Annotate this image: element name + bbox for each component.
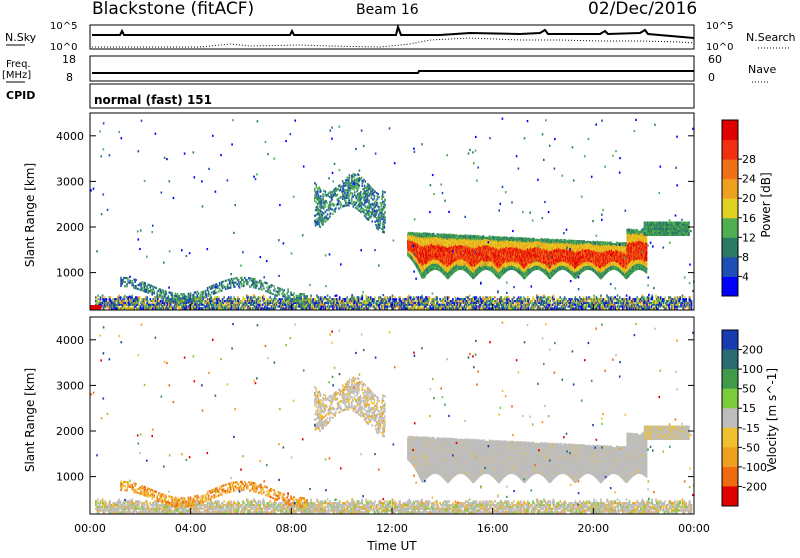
cpid-text: normal (fast) 151 (94, 93, 212, 107)
freq-trace (92, 71, 694, 73)
nsearch-trace (92, 38, 694, 47)
nsearch-tick-high: 10^5 (706, 21, 733, 32)
nsky-tick-high: 10^5 (50, 21, 77, 32)
nave-tick-high: 60 (708, 53, 722, 66)
freq-tick-low: 8 (66, 71, 73, 84)
nsearch-label: N.Search (746, 31, 796, 44)
freq-label-2: [MHz] (2, 70, 31, 81)
freq-panel (90, 56, 694, 81)
nsky-label: N.Sky (5, 31, 37, 44)
freq-tick-high: 18 (62, 53, 76, 66)
date-title: 02/Dec/2016 (588, 0, 697, 19)
freq-label-1: Freq. (6, 59, 31, 70)
beam-title: Beam 16 (356, 2, 419, 18)
nave-label: Nave (748, 63, 776, 76)
power-data-layer (90, 118, 695, 310)
station-title: Blackstone (fitACF) (92, 0, 254, 19)
nsearch-tick-low: 10^0 (706, 42, 733, 53)
power-cell (433, 233, 435, 235)
nave-tick-low: 0 (708, 71, 715, 84)
cpid-label: CPID (6, 89, 35, 102)
nsky-tick-low: 10^0 (50, 42, 77, 53)
nsky-trace (92, 27, 694, 38)
